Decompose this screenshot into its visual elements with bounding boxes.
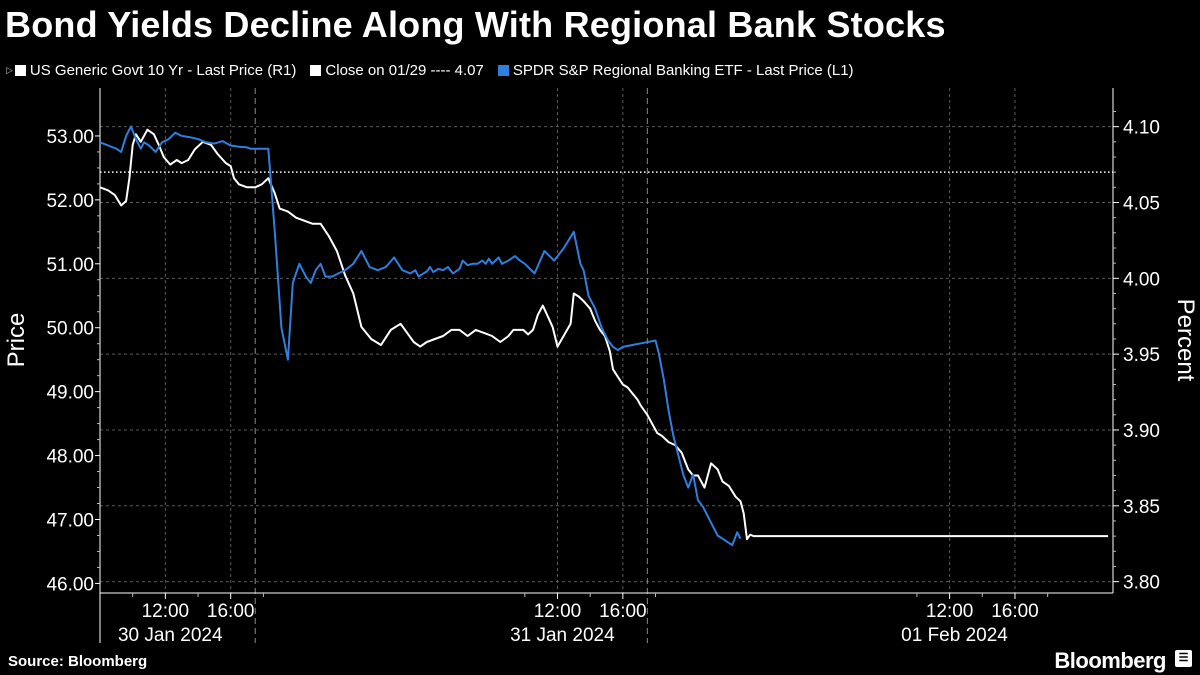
x-axis-time-label: 12:00 [534,601,582,622]
source-note: Source: Bloomberg [8,653,148,670]
left-axis-tick-label: 47.00 [46,510,94,531]
right-axis-tick-label: 3.85 [1123,497,1160,518]
legend-item-treasury-yield: ▷ US Generic Govt 10 Yr - Last Price (R1… [6,62,296,79]
right-axis-tick-label: 3.95 [1123,345,1160,366]
bloomberg-logo: Bloomberg [1054,648,1166,673]
legend-marker-icon: ▷ [6,65,13,75]
x-axis-time-label: 16:00 [599,601,647,622]
left-axis-tick-label: 48.00 [46,447,94,468]
x-axis-date-label: 01 Feb 2024 [901,625,1008,646]
left-axis-tick-label: 51.00 [46,255,94,276]
chart-lines [99,125,1109,547]
x-axis-time-label: 16:00 [991,601,1039,622]
left-axis-tick-label: 53.00 [46,127,94,148]
right-axis-tick-label: 3.90 [1123,421,1160,442]
right-axis-tick-label: 4.00 [1123,269,1160,290]
legend-label-treasury-yield: US Generic Govt 10 Yr - Last Price (R1) [29,62,297,79]
x-axis-date-label: 30 Jan 2024 [118,625,223,646]
legend-label-kre-etf: SPDR S&P Regional Banking ETF - Last Pri… [512,62,854,79]
x-axis-date-label: 31 Jan 2024 [510,625,615,646]
left-axis-title: Price [3,313,30,368]
legend: ▷ US Generic Govt 10 Yr - Last Price (R1… [6,62,868,79]
chart-axes [95,88,1119,643]
left-axis-tick-label: 46.00 [46,574,94,595]
legend-swatch-blue [497,65,509,76]
left-axis-tick-label: 50.00 [46,319,94,340]
right-axis-title: Percent [1172,299,1199,382]
left-axis-tick-label: 52.00 [46,191,94,212]
legend-item-close-reference: Close on 01/29 ---- 4.07 [310,62,484,79]
x-axis-time-label: 16:00 [207,601,255,622]
left-axis-tick-label: 49.00 [46,383,94,404]
x-axis-time-label: 12:00 [142,601,190,622]
legend-swatch-white [14,65,26,76]
chart-title: Bond Yields Decline Along With Regional … [5,4,946,45]
chart-labels: 46.00 47.00 48.00 49.00 50.00 51.00 52.00 53.00… [3,118,1199,646]
right-axis-tick-label: 4.05 [1123,193,1160,214]
series-line-kre-etf [99,125,742,547]
legend-item-kre-etf: SPDR S&P Regional Banking ETF - Last Pri… [497,62,854,79]
right-axis-tick-label: 3.80 [1123,573,1160,594]
chart-grid [100,88,1113,643]
right-axis-tick-label: 4.10 [1123,118,1160,139]
legend-swatch-white [310,65,322,76]
x-axis-time-label: 12:00 [926,601,974,622]
bloomberg-mark-icon: ☰ [1175,650,1192,667]
legend-label-close-reference: Close on 01/29 ---- 4.07 [325,62,484,79]
